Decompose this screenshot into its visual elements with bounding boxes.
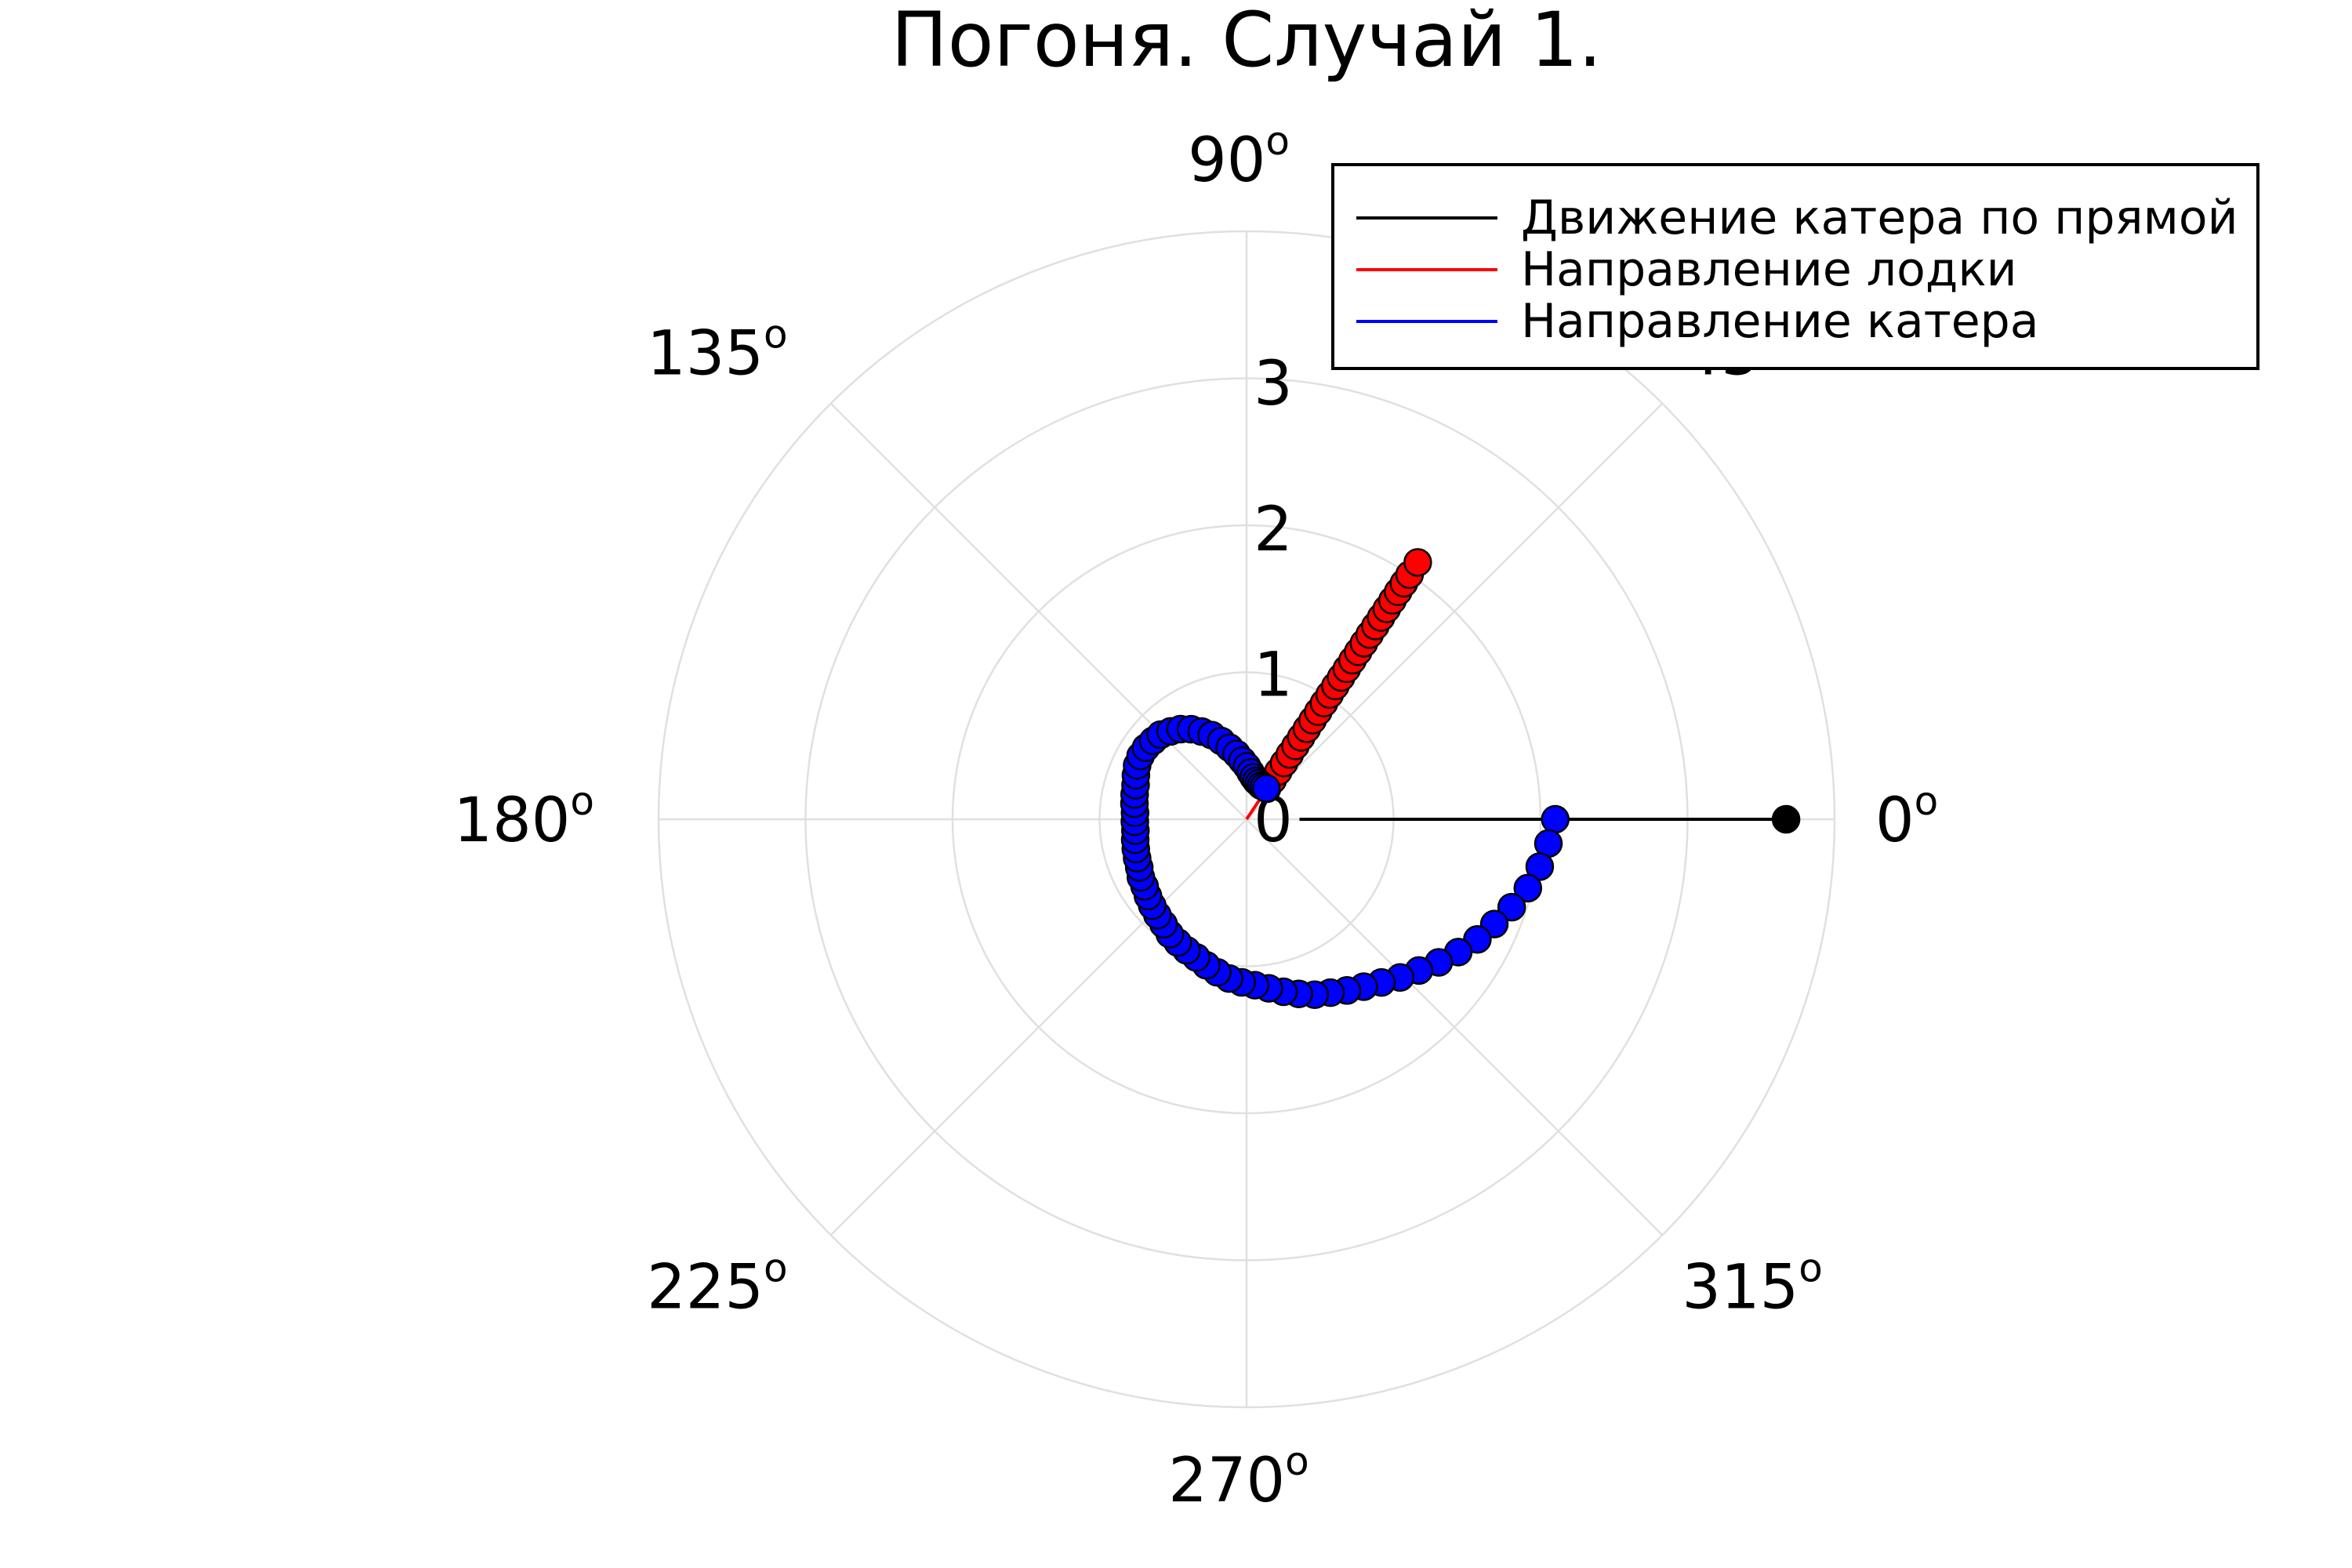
grid-spoke-315 — [1246, 818, 1664, 1236]
angle-tick-label-180: 180o — [454, 779, 594, 856]
angle-tick-label-90: 90o — [1188, 118, 1290, 196]
degree-mark: o — [1265, 118, 1290, 164]
data-series — [1120, 548, 1801, 1009]
data-point-2-66 — [1251, 774, 1281, 803]
data-point-2-2 — [1525, 852, 1555, 881]
series-1 — [1245, 548, 1432, 821]
grid-spoke-45 — [1246, 402, 1664, 820]
angle-tick-value: 180 — [454, 786, 571, 856]
radial-tick-label-3: 3 — [1254, 349, 1293, 419]
angle-tick-label-270: 270o — [1168, 1439, 1308, 1516]
radial-tick-label-1: 1 — [1254, 640, 1293, 710]
angle-tick-value: 0 — [1875, 786, 1915, 856]
angle-tick-value: 135 — [647, 319, 764, 390]
angle-tick-label-0: 0o — [1875, 779, 1938, 856]
angle-tick-label-135: 135o — [647, 312, 787, 390]
degree-mark: o — [570, 779, 594, 824]
angle-tick-label-315: 315o — [1682, 1245, 1822, 1323]
legend-label-1: Направление лодки — [1521, 242, 2017, 297]
data-point-1-26 — [1403, 548, 1432, 577]
data-point-0-0 — [1771, 804, 1801, 834]
grid-spoke-225 — [829, 818, 1247, 1236]
degree-mark: o — [1798, 1245, 1823, 1290]
legend-label-0: Движение катера по прямой — [1521, 191, 2238, 245]
angle-tick-value: 315 — [1682, 1252, 1798, 1323]
angle-tick-value: 90 — [1188, 125, 1265, 196]
data-point-2-4 — [1497, 892, 1526, 922]
chart-title: Погоня. Случай 1. — [891, 0, 1602, 84]
degree-mark: o — [764, 1245, 788, 1290]
data-point-2-3 — [1513, 873, 1543, 903]
degree-mark: o — [764, 312, 788, 358]
degree-mark: o — [1915, 779, 1939, 824]
data-point-2-0 — [1541, 804, 1570, 834]
angle-tick-value: 225 — [647, 1252, 764, 1323]
radial-tick-label-2: 2 — [1254, 495, 1293, 565]
legend-label-2: Направление катера — [1521, 294, 2039, 349]
angle-tick-value: 270 — [1168, 1446, 1285, 1516]
series-2 — [1120, 714, 1570, 1009]
series-0 — [1299, 804, 1801, 834]
degree-mark: o — [1285, 1439, 1309, 1484]
grid-spoke-135 — [829, 402, 1247, 820]
angle-tick-label-225: 225o — [647, 1245, 787, 1323]
legend-box — [1331, 163, 2259, 370]
